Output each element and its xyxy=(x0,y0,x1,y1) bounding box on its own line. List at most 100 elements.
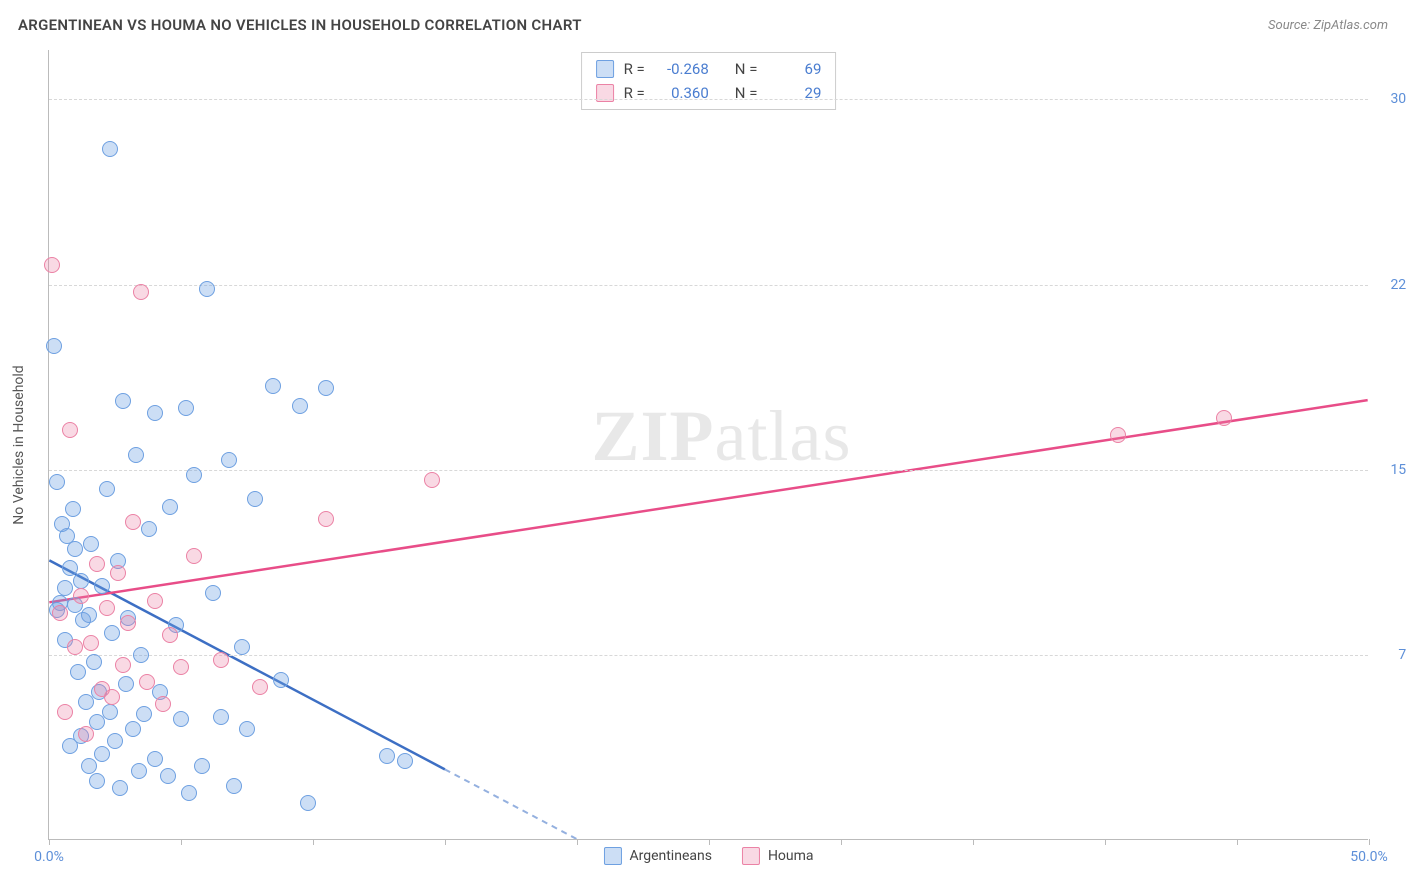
data-point xyxy=(273,672,289,688)
data-point xyxy=(379,748,395,764)
data-point xyxy=(89,773,105,789)
watermark-zip: ZIP xyxy=(592,396,715,476)
data-point xyxy=(81,758,97,774)
data-point xyxy=(99,481,115,497)
data-point xyxy=(213,652,229,668)
stats-n-value: 29 xyxy=(767,81,821,105)
data-point xyxy=(252,679,268,695)
correlation-stats-box: R = -0.268 N = 69 R = 0.360 N = 29 xyxy=(581,52,837,110)
data-point xyxy=(57,704,73,720)
data-point xyxy=(147,593,163,609)
data-point xyxy=(99,600,115,616)
data-point xyxy=(115,657,131,673)
gridline xyxy=(49,285,1368,286)
x-tick xyxy=(49,839,50,845)
series-swatch xyxy=(603,847,621,865)
data-point xyxy=(239,721,255,737)
data-point xyxy=(147,405,163,421)
data-point xyxy=(234,639,250,655)
legend-item: Houma xyxy=(742,847,814,865)
source-prefix: Source: xyxy=(1268,18,1313,33)
data-point xyxy=(89,556,105,572)
data-point xyxy=(186,548,202,564)
series-swatch xyxy=(742,847,760,865)
data-point xyxy=(424,472,440,488)
data-point xyxy=(247,491,263,507)
x-tick xyxy=(577,839,578,845)
data-point xyxy=(67,639,83,655)
y-tick-label: 7.5% xyxy=(1373,647,1406,663)
data-point xyxy=(62,422,78,438)
data-point xyxy=(147,751,163,767)
legend-item: Argentineans xyxy=(603,847,711,865)
data-point xyxy=(173,711,189,727)
data-point xyxy=(128,447,144,463)
x-tick xyxy=(1105,839,1106,845)
data-point xyxy=(1216,410,1232,426)
y-tick-label: 22.5% xyxy=(1373,277,1406,293)
data-point xyxy=(318,380,334,396)
data-point xyxy=(94,578,110,594)
data-point xyxy=(46,338,62,354)
gridline xyxy=(49,99,1368,100)
y-tick-label: 30.0% xyxy=(1373,91,1406,107)
stats-n-value: 69 xyxy=(767,57,821,81)
data-point xyxy=(213,709,229,725)
trend-line-extrapolated xyxy=(445,769,577,839)
data-point xyxy=(73,573,89,589)
legend-label: Houma xyxy=(768,848,814,864)
data-point xyxy=(199,281,215,297)
data-point xyxy=(44,257,60,273)
stats-r-value: 0.360 xyxy=(655,81,709,105)
watermark-atlas: atlas xyxy=(715,396,852,476)
data-point xyxy=(110,565,126,581)
stats-n-label: N = xyxy=(735,57,758,81)
data-point xyxy=(81,607,97,623)
data-point xyxy=(83,536,99,552)
data-point xyxy=(292,398,308,414)
x-tick xyxy=(1369,839,1370,845)
data-point xyxy=(162,627,178,643)
data-point xyxy=(49,474,65,490)
x-tick xyxy=(313,839,314,845)
data-point xyxy=(83,635,99,651)
stats-r-label: R = xyxy=(624,57,645,81)
data-point xyxy=(107,733,123,749)
data-point xyxy=(139,674,155,690)
data-point xyxy=(162,499,178,515)
data-point xyxy=(136,706,152,722)
data-point xyxy=(102,704,118,720)
data-point xyxy=(125,721,141,737)
data-point xyxy=(104,689,120,705)
data-point xyxy=(65,501,81,517)
data-point xyxy=(181,785,197,801)
legend-label: Argentineans xyxy=(629,848,711,864)
x-tick xyxy=(709,839,710,845)
data-point xyxy=(178,400,194,416)
data-point xyxy=(104,625,120,641)
data-point xyxy=(52,605,68,621)
watermark: ZIPatlas xyxy=(592,395,852,478)
data-point xyxy=(221,452,237,468)
source-attribution: Source: ZipAtlas.com xyxy=(1268,18,1388,33)
data-point xyxy=(57,580,73,596)
stats-r-label: R = xyxy=(624,81,645,105)
data-point xyxy=(205,585,221,601)
data-point xyxy=(70,664,86,680)
data-point xyxy=(397,753,413,769)
data-point xyxy=(173,659,189,675)
data-point xyxy=(155,696,171,712)
data-point xyxy=(73,588,89,604)
gridline xyxy=(49,655,1368,656)
data-point xyxy=(265,378,281,394)
x-tick-label: 50.0% xyxy=(1350,849,1388,865)
x-tick xyxy=(445,839,446,845)
data-point xyxy=(300,795,316,811)
data-point xyxy=(120,615,136,631)
data-point xyxy=(78,726,94,742)
data-point xyxy=(318,511,334,527)
data-point xyxy=(133,647,149,663)
y-tick-label: 15.0% xyxy=(1373,462,1406,478)
chart-title: ARGENTINEAN VS HOUMA NO VEHICLES IN HOUS… xyxy=(18,16,582,34)
bottom-legend: Argentineans Houma xyxy=(603,847,813,865)
